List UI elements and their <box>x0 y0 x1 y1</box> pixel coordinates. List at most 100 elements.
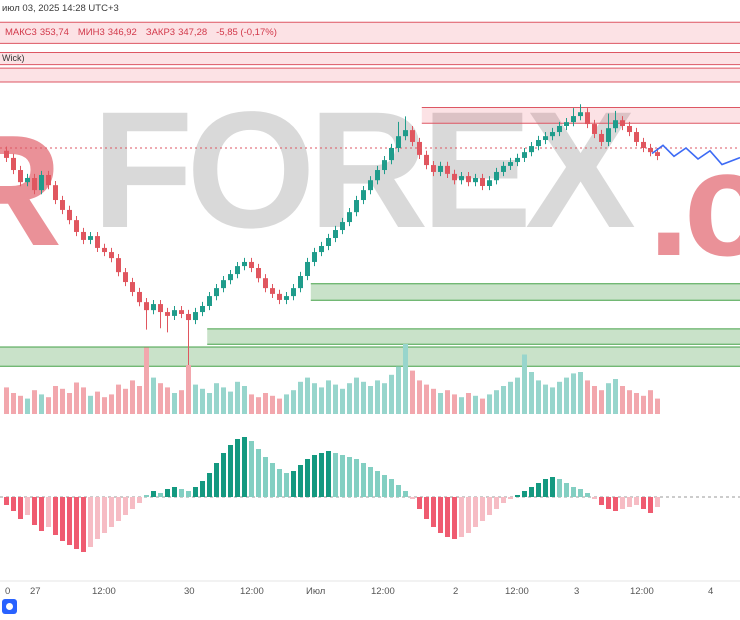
macd-bar <box>4 497 9 505</box>
macd-bar <box>340 455 345 497</box>
macd-bar <box>389 479 394 497</box>
macd-bar <box>291 471 296 497</box>
candle <box>347 212 352 223</box>
volume-bar <box>627 390 632 414</box>
candle <box>18 170 23 183</box>
macd-bar <box>60 497 65 541</box>
macd-bar <box>515 495 520 497</box>
macd-bar <box>25 497 30 515</box>
macd-bar <box>228 445 233 497</box>
x-axis-label: 0 <box>5 586 11 597</box>
candle <box>382 160 387 171</box>
macd-bar <box>382 475 387 497</box>
macd-bar <box>298 465 303 497</box>
candle <box>578 112 583 117</box>
x-axis-label: Июл <box>306 586 326 597</box>
volume-bar <box>298 381 303 414</box>
volume-bar <box>606 383 611 414</box>
candle <box>263 278 268 289</box>
macd-bar <box>18 497 23 519</box>
volume-bar <box>137 386 142 414</box>
volume-bar <box>123 388 128 414</box>
volume-bar <box>564 377 569 414</box>
low-value: 346,92 <box>107 27 137 38</box>
macd-bar <box>592 497 597 499</box>
candle <box>235 266 240 275</box>
candle <box>249 261 254 269</box>
candle <box>207 296 212 307</box>
support-zone <box>310 283 740 301</box>
volume-bar <box>466 393 471 414</box>
candle <box>165 312 170 316</box>
candle <box>326 238 331 246</box>
time-axis[interactable]: 0 27 12:00 30 12:00 Июл 12:00 2 12:00 3 12:00 4 <box>0 583 740 605</box>
volume-bar <box>39 394 44 414</box>
macd-bar <box>543 479 548 497</box>
volume-bar <box>151 377 156 414</box>
volume-bar <box>88 395 93 414</box>
candle <box>214 288 219 297</box>
macd-bar <box>11 497 16 511</box>
macd-bar <box>221 453 226 497</box>
volume-bar <box>326 380 331 414</box>
volume-bar <box>473 395 478 414</box>
macd-bar <box>277 469 282 497</box>
macd-bar <box>522 491 527 497</box>
macd-bar <box>557 479 562 497</box>
volume-bar <box>382 383 387 414</box>
candle <box>123 272 128 283</box>
macd-bar <box>53 497 58 535</box>
candle <box>291 288 296 297</box>
volume-bar <box>46 397 51 414</box>
x-axis-label: 30 <box>184 586 195 597</box>
macd-group <box>4 437 660 552</box>
volume-bar <box>179 390 184 414</box>
volume-bar <box>60 388 65 414</box>
forecast-line <box>651 144 740 166</box>
candle <box>277 293 282 300</box>
candle <box>305 261 310 276</box>
macd-bar <box>137 497 142 503</box>
platform-logo-icon[interactable] <box>2 599 17 614</box>
candle <box>172 310 177 316</box>
x-axis-label: 27 <box>30 586 41 597</box>
macd-bar <box>88 497 93 547</box>
candle <box>571 116 576 123</box>
volume-bar <box>536 380 541 414</box>
x-axis-label: 12:00 <box>371 586 395 597</box>
macd-bar <box>375 471 380 497</box>
macd-bar <box>263 457 268 497</box>
volume-bar <box>228 391 233 414</box>
macd-bar <box>480 497 485 521</box>
volume-bar <box>557 381 562 414</box>
candle <box>158 304 163 313</box>
volume-bar <box>221 387 226 414</box>
volume-bar <box>11 393 16 414</box>
candle <box>333 230 338 239</box>
candle <box>655 152 660 156</box>
macd-bar <box>312 455 317 497</box>
macd-bar <box>151 491 156 497</box>
volume-bar <box>515 377 520 414</box>
macd-bar <box>354 459 359 497</box>
volume-bar <box>403 344 408 414</box>
candle <box>74 220 79 232</box>
macd-bar <box>249 441 254 497</box>
volume-bar <box>571 373 576 414</box>
candle <box>585 112 590 125</box>
volume-bar <box>249 394 254 414</box>
macd-bar <box>473 497 478 527</box>
macd-bar <box>536 483 541 497</box>
volume-bar <box>214 383 219 414</box>
candle <box>389 148 394 161</box>
high-label: МАКС3 <box>5 27 37 38</box>
macd-bar <box>508 497 513 499</box>
resistance-zone <box>0 22 740 44</box>
macd-bar <box>564 483 569 497</box>
volume-bar <box>487 394 492 414</box>
macd-bar <box>606 497 611 509</box>
candle <box>487 180 492 186</box>
volume-bar <box>634 393 639 414</box>
